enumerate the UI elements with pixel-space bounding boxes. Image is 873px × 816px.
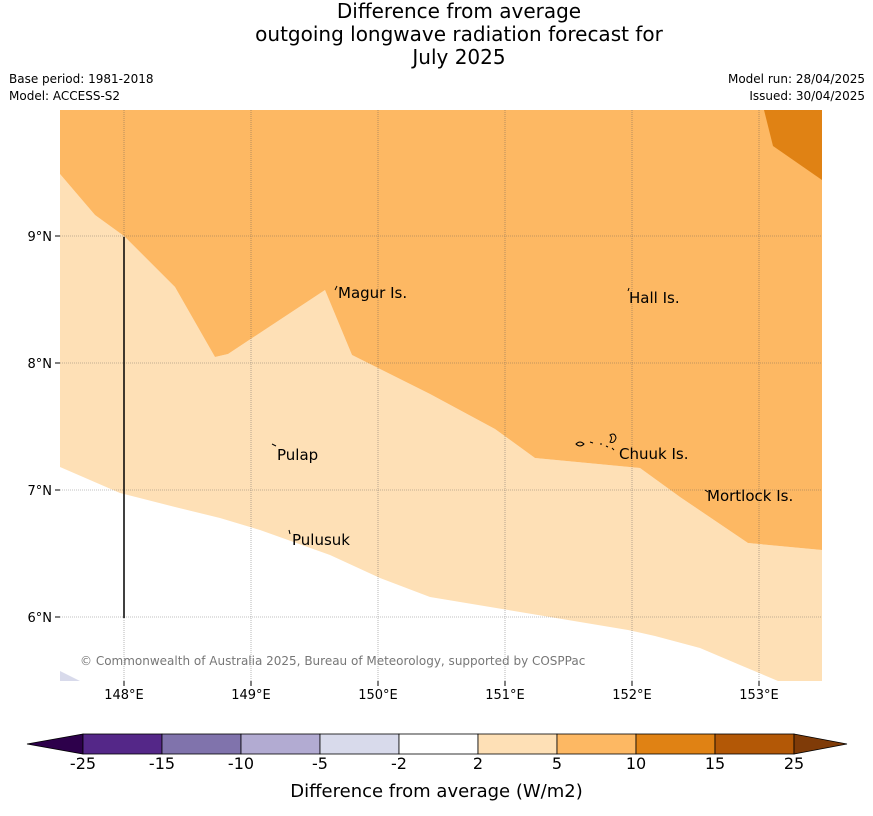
chart-title: Difference from average outgoing longwav… <box>0 0 873 69</box>
title-line-1: Difference from average <box>336 0 582 23</box>
colorbar-tick-label: 15 <box>704 754 726 773</box>
colorbar-tick-label: 5 <box>551 754 563 773</box>
colorbar-tick-label: -2 <box>391 754 407 773</box>
colorbar-tick-label: -10 <box>227 754 255 773</box>
colorbar-bin <box>556 733 637 755</box>
colorbar-tick-label: -25 <box>69 754 97 773</box>
lat-axis: 9°N 8°N 7°N 6°N <box>28 230 53 626</box>
lon-label-151e: 151°E <box>485 688 525 703</box>
colorbar-bin <box>398 733 479 755</box>
colorbar-tick-label: -15 <box>148 754 176 773</box>
gridlines <box>60 110 822 681</box>
lat-label-8n: 8°N <box>28 357 53 372</box>
colorbar-bin <box>319 733 400 755</box>
contour-fill-neg-corner <box>60 671 80 681</box>
colorbar-tick-label: 10 <box>625 754 647 773</box>
colorbar-over-arrow <box>793 733 848 755</box>
place-magur: Magur Is. <box>338 284 407 302</box>
lon-axis: 148°E 149°E 150°E 151°E 152°E 153°E <box>104 688 779 703</box>
title-line-3: July 2025 <box>412 45 506 69</box>
meta-right: Model run: 28/04/2025 Issued: 30/04/2025 <box>728 71 865 105</box>
place-chuuk: Chuuk Is. <box>619 445 688 463</box>
place-pulap: Pulap <box>277 446 318 464</box>
colorbar-tick-label: 25 <box>783 754 805 773</box>
meta-left: Base period: 1981-2018 Model: ACCESS-S2 <box>9 71 154 105</box>
colorbar-bin <box>161 733 242 755</box>
place-pulusuk: Pulusuk <box>292 531 350 549</box>
contour-fill-10-15 <box>764 110 822 180</box>
colorbar-bin <box>240 733 321 755</box>
colorbar-under-arrow <box>26 733 84 755</box>
lat-label-6n: 6°N <box>28 611 53 626</box>
place-hall: Hall Is. <box>629 289 680 307</box>
lon-label-148e: 148°E <box>104 688 144 703</box>
colorbar-bin <box>82 733 163 755</box>
colorbar-tick-label: 2 <box>472 754 484 773</box>
place-mortlock: Mortlock Is. <box>707 487 793 505</box>
island-marks <box>271 285 709 535</box>
base-period: Base period: 1981-2018 <box>9 72 154 86</box>
lat-label-9n: 9°N <box>28 230 53 245</box>
lon-label-153e: 153°E <box>739 688 779 703</box>
lon-ticks <box>123 681 760 686</box>
lat-ticks <box>55 235 60 618</box>
copyright-text: © Commonwealth of Australia 2025, Bureau… <box>80 654 585 668</box>
colorbar-bin <box>635 733 716 755</box>
model-name: Model: ACCESS-S2 <box>9 89 121 103</box>
lon-label-150e: 150°E <box>358 688 398 703</box>
lon-label-149e: 149°E <box>231 688 271 703</box>
colorbar-bin <box>714 733 795 755</box>
lon-label-152e: 152°E <box>612 688 652 703</box>
colorbar-tick-label: -5 <box>312 754 328 773</box>
issued-date: Issued: 30/04/2025 <box>749 89 865 103</box>
colorbar-bin <box>477 733 558 755</box>
colorbar-label: Difference from average (W/m2) <box>290 781 583 802</box>
model-run: Model run: 28/04/2025 <box>727 72 865 86</box>
contour-fill-5-10 <box>60 110 822 550</box>
lat-label-7n: 7°N <box>28 484 53 499</box>
title-line-2: outgoing longwave radiation forecast for <box>255 22 663 46</box>
contour-fill-2-5 <box>60 174 822 681</box>
colorbar <box>26 733 848 755</box>
